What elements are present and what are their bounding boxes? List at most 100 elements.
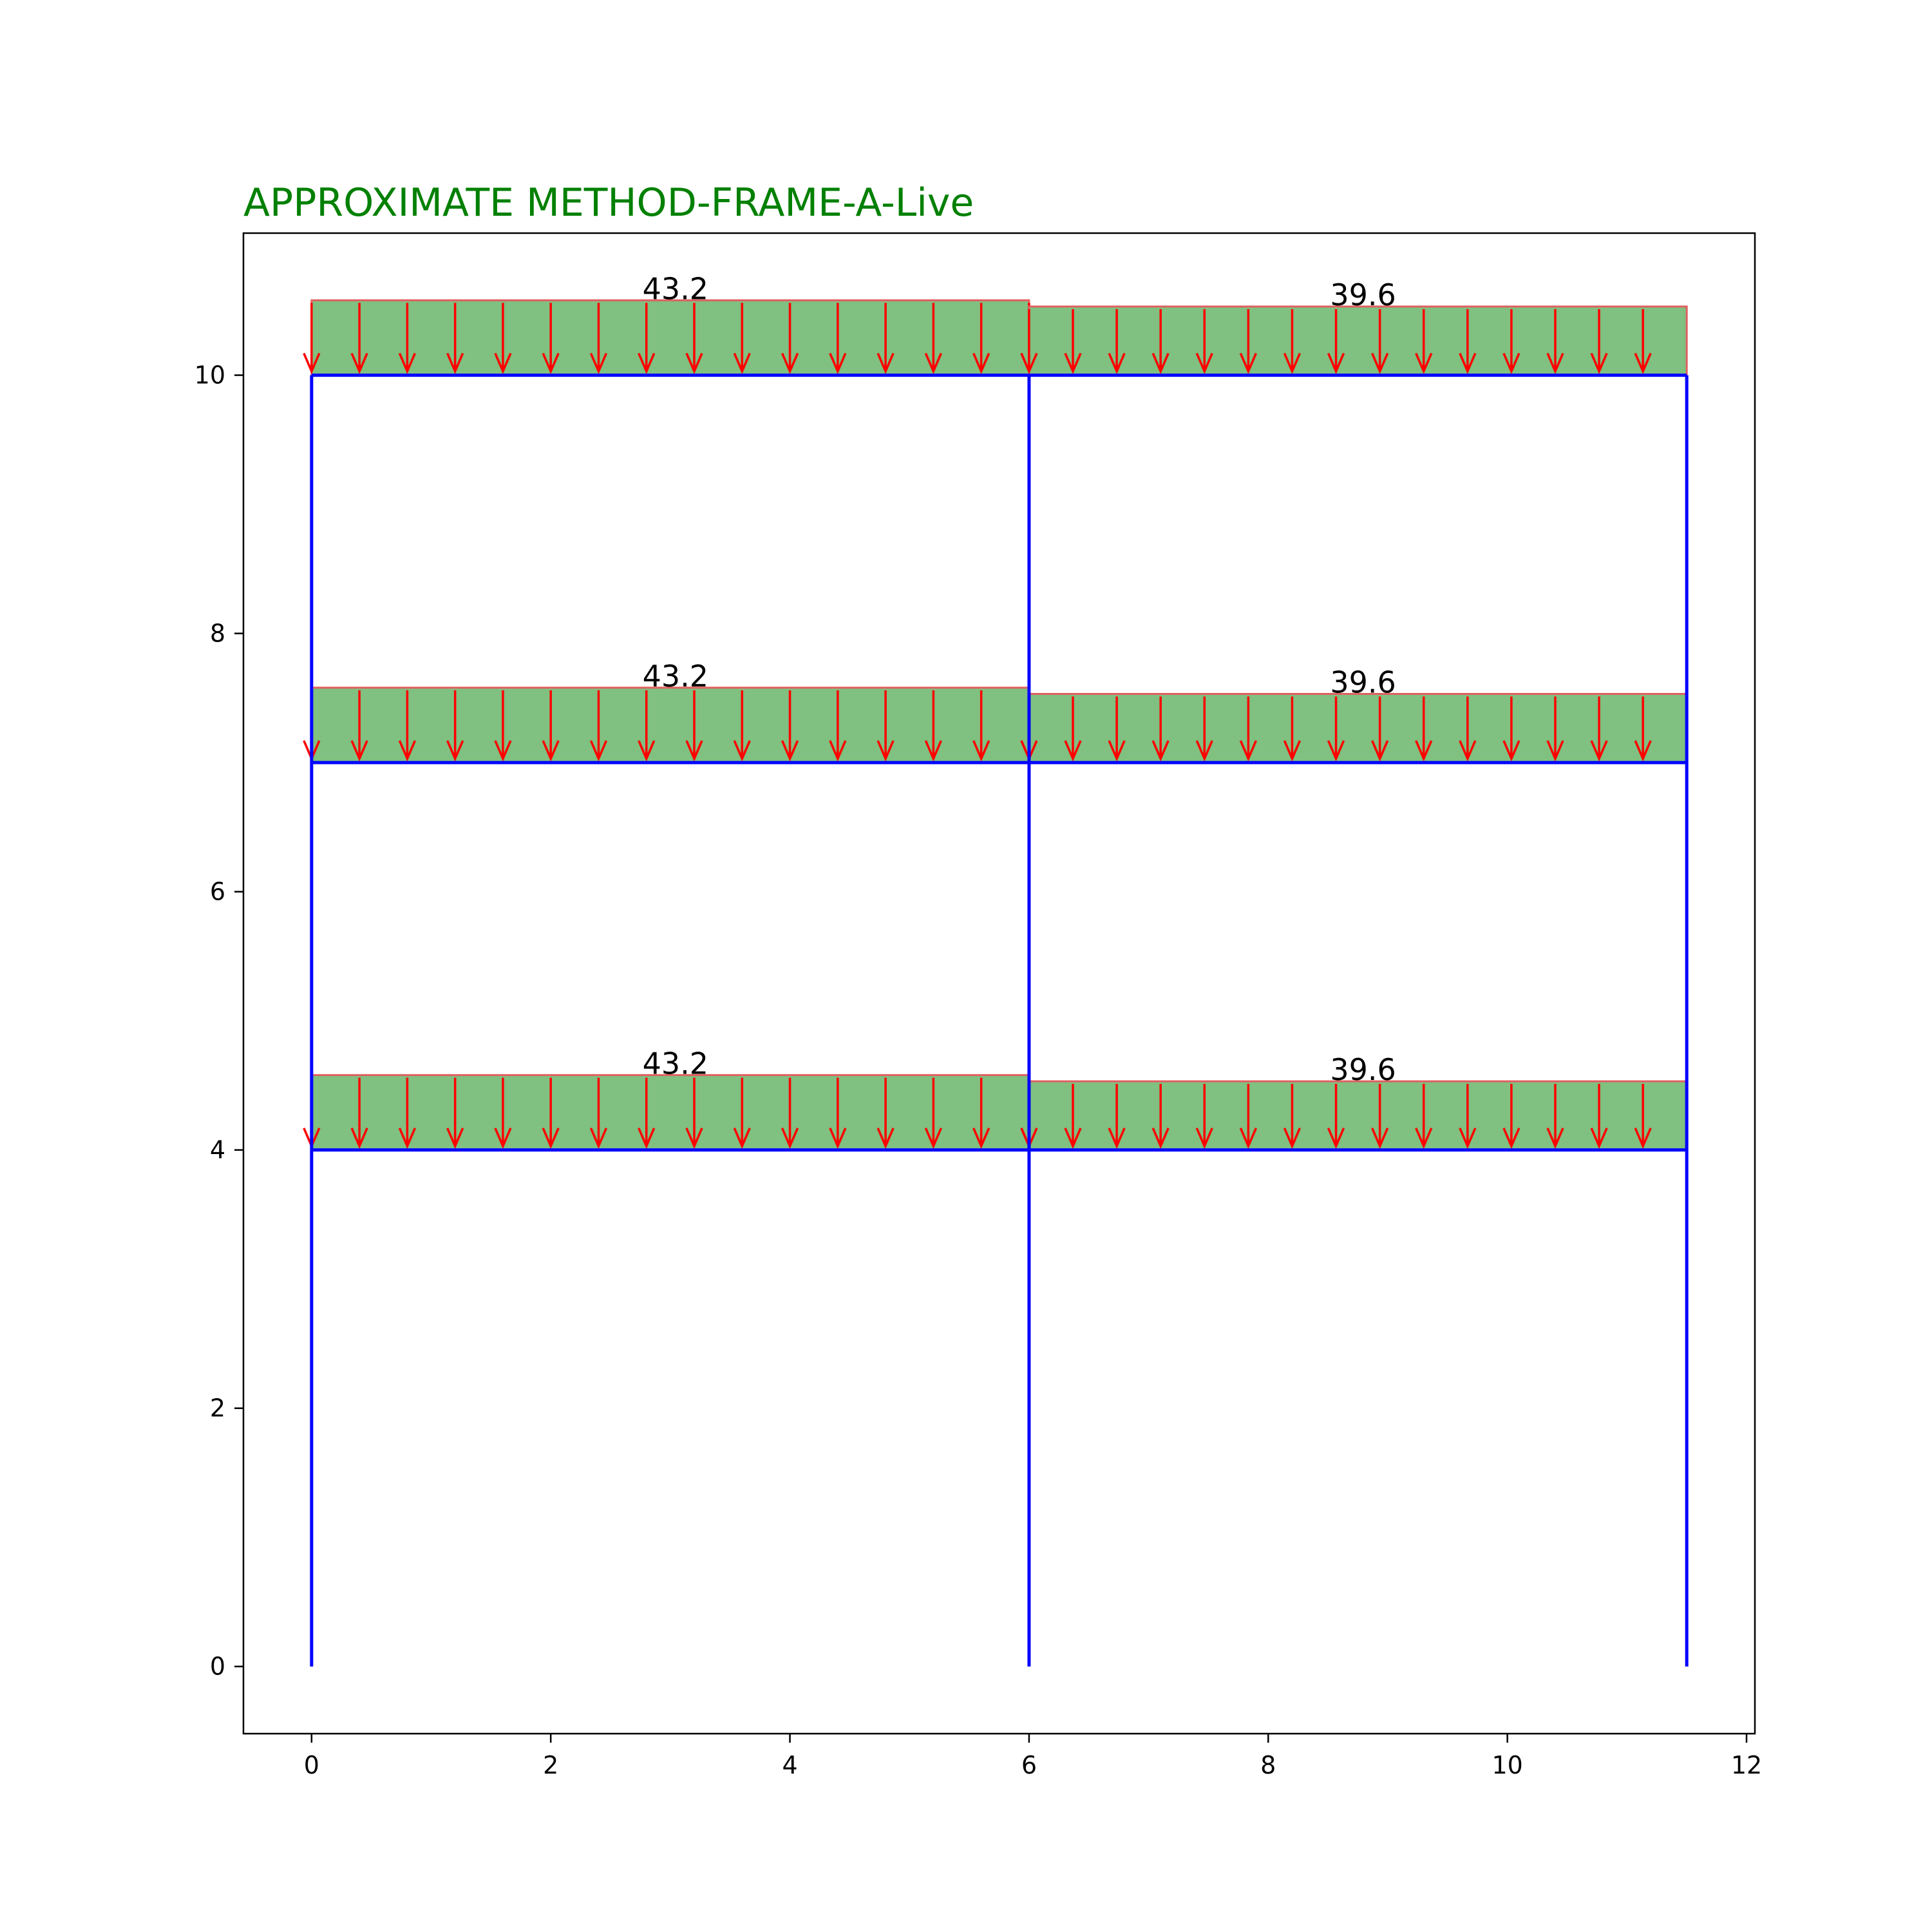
load-arrow bbox=[733, 1077, 751, 1150]
load-arrow-head bbox=[589, 740, 608, 762]
load-arrow-head bbox=[781, 740, 799, 762]
load-arrow-head bbox=[303, 352, 321, 375]
load-arrow bbox=[1502, 308, 1520, 375]
load-arrow-head bbox=[1327, 740, 1345, 762]
load-arrow bbox=[1590, 1084, 1608, 1150]
load-arrow-head bbox=[446, 352, 464, 375]
load-arrow bbox=[924, 1077, 942, 1150]
load-arrow bbox=[1459, 308, 1477, 375]
load-arrow bbox=[1371, 308, 1389, 375]
load-arrow bbox=[1327, 1084, 1345, 1150]
load-arrow bbox=[446, 303, 464, 375]
load-arrow bbox=[303, 303, 321, 375]
load-arrow bbox=[589, 303, 608, 375]
load-arrow-head bbox=[589, 1127, 608, 1150]
load-arrow-head bbox=[829, 352, 847, 375]
load-arrow bbox=[1151, 308, 1170, 375]
y-tick-label: 6 bbox=[210, 878, 225, 906]
load-arrow-head bbox=[781, 1127, 799, 1150]
load-arrow-head bbox=[924, 1127, 942, 1150]
load-arrow bbox=[1283, 1084, 1302, 1150]
load-arrow bbox=[638, 1077, 656, 1150]
load-arrow-head bbox=[876, 352, 895, 375]
load-arrow-head bbox=[1590, 1127, 1608, 1150]
load-arrow bbox=[1459, 696, 1477, 762]
load-arrow bbox=[350, 690, 368, 762]
load-arrow-head bbox=[1634, 1127, 1652, 1150]
load-arrow-head bbox=[1502, 352, 1520, 375]
load-block bbox=[1028, 305, 1688, 377]
y-tick-label: 2 bbox=[210, 1394, 225, 1423]
load-arrow bbox=[1108, 696, 1126, 762]
load-arrow-head bbox=[1415, 740, 1433, 762]
x-tick-label: 12 bbox=[1731, 1751, 1762, 1779]
load-arrow bbox=[829, 303, 847, 375]
load-arrow-head bbox=[542, 352, 560, 375]
load-arrow bbox=[781, 303, 799, 375]
load-arrow bbox=[781, 690, 799, 762]
load-arrow-head bbox=[1371, 352, 1389, 375]
load-arrow-head bbox=[924, 740, 942, 762]
load-arrow bbox=[494, 690, 512, 762]
load-value-label: 43.2 bbox=[643, 1046, 708, 1081]
load-arrow bbox=[1371, 696, 1389, 762]
load-arrow bbox=[1151, 696, 1170, 762]
load-block bbox=[1028, 1080, 1688, 1151]
x-tick-label: 2 bbox=[543, 1751, 558, 1779]
load-arrow bbox=[1108, 308, 1126, 375]
load-arrow bbox=[638, 690, 656, 762]
load-arrow bbox=[1064, 696, 1082, 762]
load-arrow bbox=[1239, 308, 1257, 375]
load-arrow bbox=[1546, 696, 1564, 762]
load-arrow bbox=[1415, 696, 1433, 762]
load-arrow-head bbox=[398, 740, 416, 762]
load-arrow bbox=[733, 690, 751, 762]
load-arrow bbox=[542, 690, 560, 762]
load-arrow bbox=[1327, 308, 1345, 375]
load-arrow bbox=[876, 1077, 895, 1150]
x-tick-label: 10 bbox=[1492, 1751, 1522, 1779]
load-arrow-head bbox=[733, 352, 751, 375]
load-arrow-head bbox=[685, 1127, 703, 1150]
load-arrow bbox=[350, 303, 368, 375]
load-value-label: 39.6 bbox=[1330, 1052, 1396, 1087]
load-arrow-head bbox=[494, 1127, 512, 1150]
load-block bbox=[310, 299, 1030, 377]
load-arrow bbox=[685, 690, 703, 762]
load-arrow bbox=[1546, 1084, 1564, 1150]
load-arrow-head bbox=[1327, 352, 1345, 375]
load-arrow-head bbox=[1502, 740, 1520, 762]
load-arrow-head bbox=[1283, 352, 1302, 375]
load-arrow-head bbox=[1371, 740, 1389, 762]
load-arrow bbox=[1327, 696, 1345, 762]
load-value-label: 39.6 bbox=[1330, 278, 1396, 312]
load-value-label: 43.2 bbox=[643, 659, 708, 694]
load-arrow-head bbox=[398, 352, 416, 375]
load-arrow-head bbox=[924, 352, 942, 375]
load-arrow bbox=[1283, 696, 1302, 762]
loads-layer: 43.2 39.6 43.2 39.6 43.2 39.6 bbox=[303, 271, 1688, 1151]
load-arrow-head bbox=[972, 1127, 990, 1150]
load-arrow bbox=[446, 1077, 464, 1150]
load-arrow-head bbox=[542, 1127, 560, 1150]
load-value-label: 39.6 bbox=[1330, 665, 1396, 700]
load-arrow-head bbox=[494, 740, 512, 762]
load-arrow-head bbox=[1371, 1127, 1389, 1150]
load-arrow-head bbox=[1590, 740, 1608, 762]
load-arrow bbox=[1064, 1084, 1082, 1150]
load-arrow bbox=[829, 690, 847, 762]
load-arrow-head bbox=[1064, 352, 1082, 375]
load-arrow bbox=[1590, 308, 1608, 375]
load-arrow bbox=[1020, 308, 1038, 375]
load-block bbox=[1028, 693, 1688, 764]
load-arrow-head bbox=[1459, 352, 1477, 375]
load-arrow bbox=[398, 1077, 416, 1150]
load-arrow-head bbox=[446, 740, 464, 762]
load-arrow-head bbox=[1546, 352, 1564, 375]
axes-frame bbox=[242, 232, 1756, 1735]
load-arrow bbox=[589, 690, 608, 762]
load-arrow-head bbox=[350, 740, 368, 762]
x-tick-label: 4 bbox=[782, 1751, 797, 1779]
load-arrow-head bbox=[1502, 1127, 1520, 1150]
